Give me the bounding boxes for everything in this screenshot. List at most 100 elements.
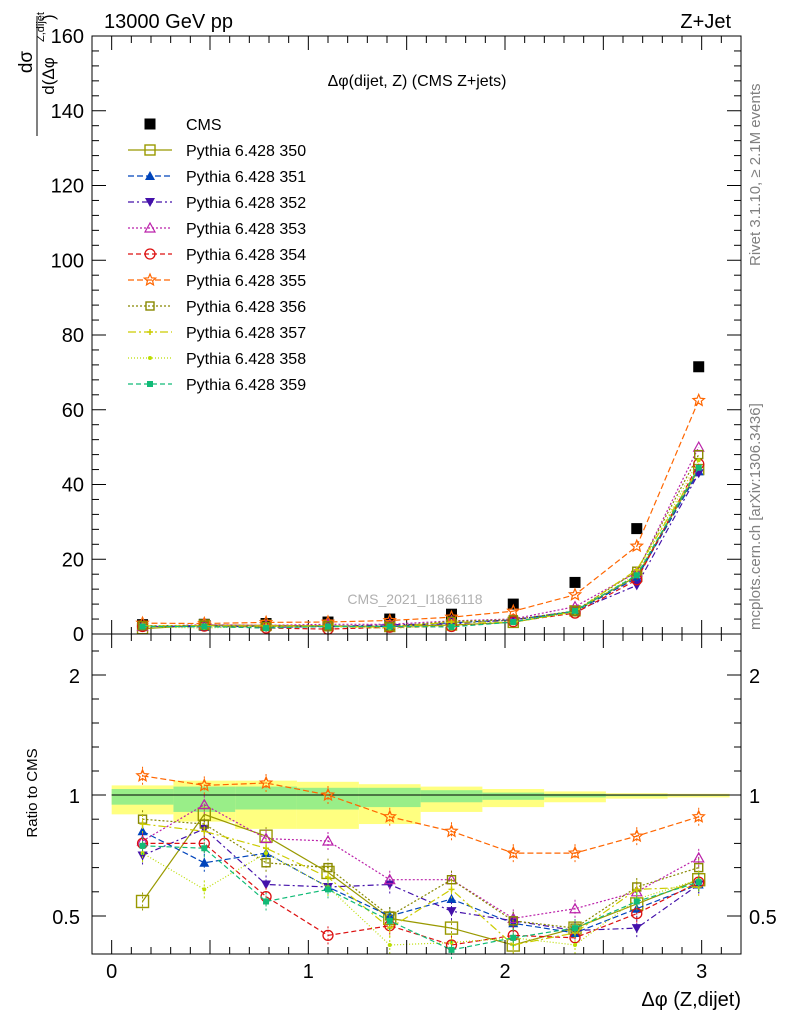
- inner-band-bin: [420, 790, 483, 803]
- marker-filled-square-small: [147, 381, 153, 387]
- ratio-series-pythia-6.428-355: [135, 766, 706, 863]
- ratio-y-tick-label: 2: [69, 666, 80, 688]
- y-tick-label: 140: [51, 101, 84, 123]
- marker-filled-square-small: [139, 842, 146, 849]
- y-tick-label: 40: [62, 475, 84, 497]
- marker-open-square-small: [570, 606, 580, 616]
- ratio-y-tick-label: 1: [69, 786, 80, 808]
- marker-open-circle: [322, 929, 334, 942]
- marker-open-square-small: [261, 858, 271, 868]
- ratio-y-tick-label-right: 1: [749, 786, 760, 808]
- ratio-x-ticks: 0 1 2 3: [106, 634, 742, 983]
- ratio-line: [142, 823, 699, 946]
- svg-text:d(Δφ: d(Δφ: [39, 57, 58, 95]
- main-series-group: [135, 361, 706, 635]
- marker-filled-square: [446, 608, 458, 620]
- ratio-line: [142, 813, 699, 946]
- marker-dot: [202, 887, 207, 892]
- marker-dot: [573, 943, 578, 948]
- marker-open-square-small: [446, 875, 457, 885]
- ratio-series-pythia-6.428-359: [139, 836, 702, 959]
- marker-filled-triangle-down: [631, 924, 642, 934]
- marker-open-star: [444, 823, 459, 838]
- ratio-y-axis-title: Ratio to CMS: [24, 748, 41, 837]
- marker-open-square-small: [145, 301, 155, 311]
- marker-filled-triangle-down: [137, 851, 148, 861]
- marker-filled-triangle-up: [145, 171, 155, 180]
- marker-open-star: [629, 538, 645, 553]
- marker-small-cross: [139, 821, 146, 828]
- legend-entry: Pythia 6.428 358: [128, 351, 306, 368]
- inner-band-bin: [358, 787, 421, 808]
- ratio-y-ticks: 0.5 0.5 1 1 2 2: [52, 650, 777, 929]
- svg-text:): ): [39, 14, 58, 20]
- inner-band-bin: [235, 786, 297, 810]
- header-process-label: Z+Jet: [680, 11, 731, 33]
- marker-filled-triangle-up: [137, 826, 148, 836]
- marker-filled-square: [693, 361, 705, 373]
- legend-entry: Pythia 6.428 350: [128, 143, 306, 160]
- marker-small-cross: [147, 329, 153, 335]
- y-tick-label: 60: [62, 400, 84, 422]
- legend-entry: Pythia 6.428 355: [128, 272, 306, 290]
- svg-text:dσ: dσ: [16, 51, 37, 74]
- marker-open-triangle-up: [568, 902, 582, 914]
- main-chart-title: Δφ(dijet, Z) (CMS Z+jets): [328, 73, 507, 90]
- marker-open-star: [567, 587, 583, 601]
- marker-open-triangle-up: [692, 851, 705, 863]
- series-pythia-6.428-352: [137, 469, 704, 633]
- legend-entry: Pythia 6.428 354: [128, 247, 306, 264]
- ratio-y-tick-label-right: 0.5: [749, 907, 777, 929]
- mcplots-label: mcplots.cern.ch [arXiv:1306.3436]: [747, 403, 764, 630]
- ratio-y-tick-label-right: 2: [749, 666, 760, 688]
- series-line: [142, 446, 700, 628]
- main-y-ticks: 0 20 40 60 80 100 120 140 160: [51, 26, 741, 646]
- marker-open-star: [629, 828, 645, 843]
- series-line: [142, 467, 700, 628]
- marker-open-square: [135, 894, 150, 909]
- marker-small-cross: [201, 828, 208, 835]
- analysis-watermark: CMS_2021_I1866118: [347, 591, 482, 607]
- marker-open-star: [135, 768, 150, 782]
- marker-filled-square: [631, 523, 643, 535]
- series-pythia-6.428-350: [136, 463, 705, 635]
- marker-filled-square-small: [510, 619, 517, 626]
- marker-filled-square-small: [139, 623, 146, 630]
- marker-filled-square-small: [201, 623, 208, 630]
- y-tick-label: 80: [62, 325, 84, 347]
- ratio-line: [142, 775, 699, 854]
- legend-label: Pythia 6.428 356: [186, 299, 306, 316]
- marker-open-triangle-up: [383, 873, 396, 885]
- marker-filled-square-small: [448, 623, 455, 630]
- marker-filled-triangle-up: [199, 857, 210, 867]
- marker-filled-square-small: [325, 623, 331, 630]
- ratio-plot-frame: [91, 633, 742, 955]
- legend-entry: Pythia 6.428 352: [128, 195, 306, 212]
- legend-entry: Pythia 6.428 353: [128, 221, 306, 238]
- ratio-series-pythia-6.428-351: [137, 822, 704, 942]
- ratio-line: [142, 830, 699, 934]
- series-line: [142, 473, 700, 628]
- series-pythia-6.428-359: [139, 464, 702, 632]
- marker-open-triangle-up: [321, 834, 335, 846]
- inner-band-bin: [482, 792, 545, 800]
- marker-open-star: [691, 392, 706, 407]
- marker-open-star: [506, 603, 521, 618]
- marker-open-square-small: [323, 862, 333, 873]
- inner-band-bin: [111, 789, 174, 805]
- header-energy-label: 13000 GeV pp: [104, 11, 233, 33]
- marker-open-star: [142, 272, 158, 287]
- legend-label: Pythia 6.428 352: [186, 195, 306, 212]
- marker-open-square-small: [694, 449, 704, 460]
- legend-entry: Pythia 6.428 357: [128, 325, 306, 342]
- marker-filled-square-small: [695, 464, 702, 471]
- ratio-series-group: [135, 766, 706, 959]
- marker-open-square-small: [508, 916, 518, 926]
- y-tick-label: 120: [51, 176, 84, 198]
- marker-filled-triangle-down: [145, 198, 155, 207]
- marker-filled-square-small: [633, 572, 640, 579]
- marker-filled-square-small: [510, 934, 517, 941]
- marker-open-star: [258, 775, 274, 790]
- legend-label: Pythia 6.428 353: [186, 221, 306, 238]
- ratio-x-tick-label: 0: [106, 961, 117, 983]
